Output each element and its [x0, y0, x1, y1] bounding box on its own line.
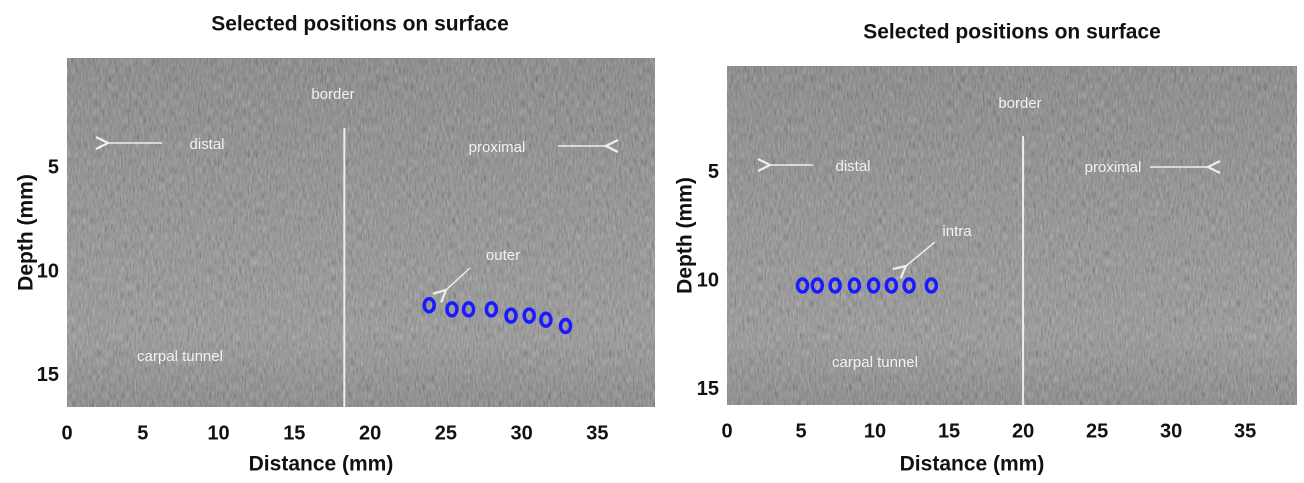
point: [422, 296, 436, 314]
speckle: [727, 66, 1297, 405]
point: [828, 277, 842, 294]
x-tick-label: 25: [435, 422, 457, 444]
point: [902, 277, 916, 294]
y-tick-label: 5: [48, 156, 59, 178]
speckle: [67, 58, 655, 407]
point: [795, 277, 810, 294]
x-tick-label: 35: [1234, 420, 1256, 442]
x-tick-label: 30: [511, 422, 533, 444]
point: [445, 301, 459, 318]
x-tick-label: 30: [1160, 420, 1182, 442]
x-tick-label: 0: [721, 420, 732, 442]
y-tick-label: 10: [697, 269, 719, 291]
x-tick-label: 35: [586, 422, 608, 444]
x-tick-label: 0: [61, 422, 72, 444]
x-tick-label: 20: [359, 422, 381, 444]
chart-title: Selected positions on surface: [863, 21, 1161, 44]
annotation: carpal tunnel: [137, 348, 223, 365]
y-axis-label: Depth (mm): [15, 174, 38, 291]
point: [847, 277, 862, 294]
arrow: [906, 241, 936, 266]
x-tick-label: 5: [795, 420, 806, 442]
point: [866, 277, 881, 294]
point: [558, 317, 573, 335]
annotation: outer: [486, 247, 520, 264]
point: [810, 277, 825, 294]
x-tick-label: 5: [137, 422, 148, 444]
y-tick-label: 5: [708, 161, 719, 183]
chart-title: Selected positions on surface: [211, 13, 509, 36]
annotation: intra: [942, 223, 972, 240]
x-tick-label: 10: [864, 420, 886, 442]
annotation: distal: [189, 136, 224, 153]
point: [522, 307, 536, 324]
point: [924, 277, 939, 294]
annotation: border: [998, 95, 1041, 112]
point: [539, 311, 553, 328]
annotation: distal: [835, 158, 870, 175]
point: [461, 301, 476, 318]
annotation: proximal: [469, 139, 526, 156]
arrow: [446, 267, 471, 290]
x-tick-label: 15: [283, 422, 305, 444]
annotation: carpal tunnel: [832, 354, 918, 371]
annotation: proximal: [1085, 159, 1142, 176]
y-tick-label: 15: [37, 364, 59, 386]
x-tick-label: 10: [207, 422, 229, 444]
x-tick-label: 20: [1012, 420, 1034, 442]
x-axis-label: Distance (mm): [900, 453, 1045, 476]
x-axis-label: Distance (mm): [249, 453, 394, 476]
point: [884, 277, 899, 294]
y-tick-label: 10: [37, 260, 59, 282]
y-axis-label: Depth (mm): [674, 177, 697, 294]
point: [484, 301, 499, 318]
annotation: border: [311, 86, 354, 103]
x-tick-label: 15: [938, 420, 960, 442]
y-tick-label: 15: [697, 378, 719, 400]
x-tick-label: 25: [1086, 420, 1108, 442]
point: [504, 307, 518, 324]
